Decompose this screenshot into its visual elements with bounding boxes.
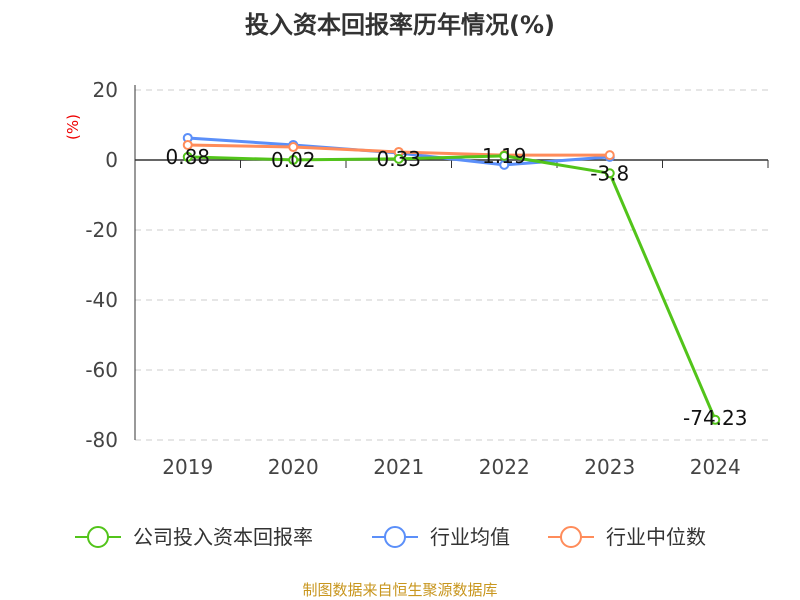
data-point[interactable] <box>499 150 510 161</box>
data-label: 0.02 <box>271 148 316 172</box>
data-point[interactable] <box>604 150 615 161</box>
data-point[interactable] <box>288 142 299 153</box>
y-tick-label: -40 <box>85 288 118 312</box>
x-tick-label: 2020 <box>268 455 319 479</box>
data-point[interactable] <box>393 153 404 164</box>
data-label: 0.33 <box>376 147 421 171</box>
data-label: 0.88 <box>165 145 210 169</box>
x-tick-label: 2024 <box>690 455 741 479</box>
data-point[interactable] <box>604 168 615 179</box>
y-tick-label: -80 <box>85 428 118 452</box>
data-label: 1.19 <box>482 144 527 168</box>
legend-label[interactable]: 行业中位数 <box>606 525 706 549</box>
data-point[interactable] <box>710 414 721 425</box>
x-tick-label: 2019 <box>162 455 213 479</box>
data-label: -74.23 <box>683 406 747 430</box>
y-tick-label: -20 <box>85 218 118 242</box>
data-label: -3.8 <box>590 161 629 185</box>
chart-title: 投入资本回报率历年情况(%) <box>245 11 555 39</box>
legend-marker[interactable] <box>87 526 109 548</box>
x-tick-label: 2021 <box>373 455 424 479</box>
y-tick-label: 20 <box>93 78 118 102</box>
y-tick-label: 0 <box>105 148 118 172</box>
data-point[interactable] <box>288 154 299 165</box>
legend-marker[interactable] <box>384 526 406 548</box>
data-point[interactable] <box>499 159 510 170</box>
legend-label[interactable]: 行业均值 <box>430 525 510 549</box>
legend-marker[interactable] <box>560 526 582 548</box>
series-line <box>187 154 717 421</box>
y-axis-label: (%) <box>64 114 82 140</box>
data-point[interactable] <box>182 151 193 162</box>
x-tick-label: 2022 <box>479 455 530 479</box>
legend-label[interactable]: 公司投入资本回报率 <box>133 525 313 549</box>
source-note: 制图数据来自恒生聚源数据库 <box>302 581 497 599</box>
y-tick-label: -60 <box>85 358 118 382</box>
data-point[interactable] <box>182 139 193 150</box>
x-tick-label: 2023 <box>584 455 635 479</box>
